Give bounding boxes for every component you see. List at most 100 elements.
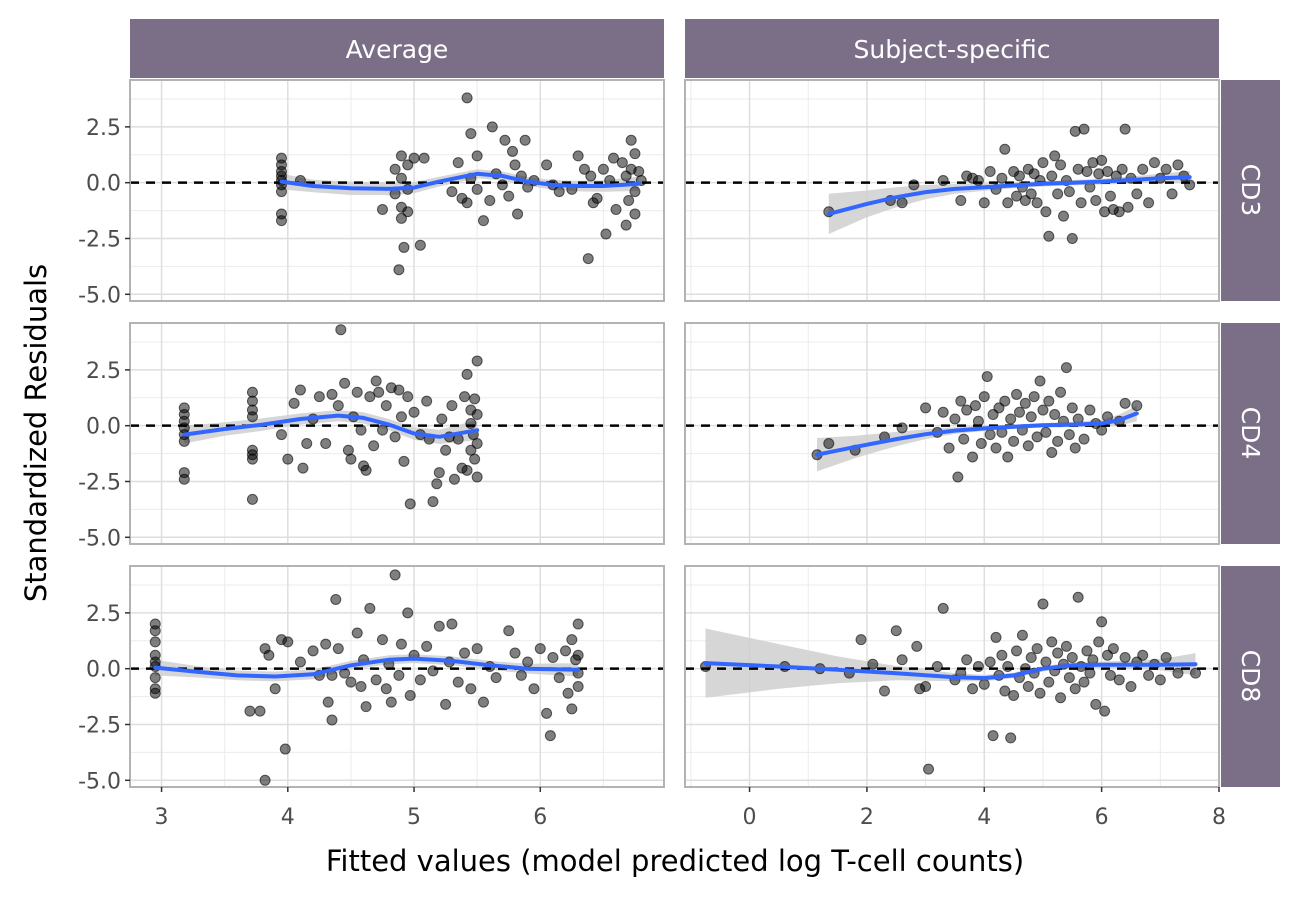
data-point [620, 219, 632, 231]
data-point [1002, 197, 1014, 209]
data-point [972, 660, 984, 672]
data-point [1160, 163, 1172, 175]
data-point [1037, 157, 1049, 169]
data-point [1060, 362, 1072, 374]
data-point [608, 152, 620, 164]
data-point [1172, 667, 1184, 679]
data-point [987, 730, 999, 742]
data-point [448, 473, 460, 485]
data-point [1104, 190, 1116, 202]
data-point [1025, 188, 1037, 200]
data-point [345, 676, 357, 688]
data-point [541, 707, 553, 719]
data-point [275, 186, 287, 198]
data-point [1005, 413, 1017, 425]
data-point [978, 391, 990, 403]
data-point [461, 464, 473, 476]
data-point [999, 685, 1011, 697]
data-point [380, 683, 392, 695]
data-point [633, 166, 645, 178]
y-tick-label: 2.5 [86, 116, 121, 141]
data-point [301, 438, 313, 450]
data-point [393, 669, 405, 681]
data-point [923, 763, 935, 775]
data-point [1040, 656, 1052, 668]
data-point [395, 212, 407, 224]
data-point [402, 391, 414, 403]
data-point [978, 678, 990, 690]
data-point [431, 478, 443, 490]
data-point [1166, 188, 1178, 200]
data-point [275, 429, 287, 441]
data-point [1046, 446, 1058, 458]
data-point [534, 643, 546, 655]
data-point [823, 438, 835, 450]
data-point [332, 643, 344, 655]
data-point [515, 669, 527, 681]
data-point [1043, 676, 1055, 688]
data-point [471, 409, 483, 421]
data-point [1069, 442, 1081, 454]
data-point [461, 197, 473, 209]
data-point [1116, 163, 1128, 175]
data-point [1081, 645, 1093, 657]
y-tick-label: -2.5 [78, 470, 121, 495]
data-point [339, 377, 351, 389]
data-point [566, 634, 578, 646]
strip-row-cd3 [1221, 80, 1280, 301]
data-point [1011, 388, 1023, 400]
data-point [975, 438, 987, 450]
data-point [1046, 636, 1058, 648]
data-point [616, 157, 628, 169]
data-point [1190, 667, 1202, 679]
data-point [395, 638, 407, 650]
strip-row-cd3-label: CD3 [1236, 164, 1265, 217]
data-point [389, 569, 401, 581]
data-point [572, 150, 584, 162]
data-point [1137, 649, 1149, 661]
data-point [1055, 386, 1067, 398]
data-point [1016, 629, 1028, 641]
data-point [440, 444, 452, 456]
data-point [404, 498, 416, 510]
data-point [496, 179, 508, 191]
panel-border [129, 322, 665, 545]
data-point [427, 496, 439, 508]
data-point [572, 681, 584, 693]
data-point [984, 656, 996, 668]
data-point [246, 411, 258, 423]
data-point [335, 324, 347, 336]
data-point [1066, 232, 1078, 244]
data-point [937, 602, 949, 614]
data-point [1063, 186, 1075, 198]
data-point [1104, 669, 1116, 681]
data-point [370, 674, 382, 686]
data-point [582, 253, 594, 265]
data-point [149, 672, 161, 684]
data-point [1143, 669, 1155, 681]
data-point [1052, 647, 1064, 659]
data-point [414, 674, 426, 686]
data-point [1063, 672, 1075, 684]
y-tick-label: -5.0 [78, 769, 121, 794]
strip-col-subject-specific [685, 19, 1219, 78]
data-point [1122, 201, 1134, 213]
data-point [1008, 689, 1020, 701]
data-point [981, 371, 993, 383]
data-point [395, 172, 407, 184]
panel-border [684, 322, 1220, 545]
data-point [1066, 652, 1078, 664]
data-point [380, 400, 392, 412]
data-point [446, 186, 458, 198]
y-axis-title: Standardized Residuals [19, 264, 53, 602]
data-point [178, 435, 190, 447]
panel-border [684, 565, 1220, 788]
data-point [1119, 397, 1131, 409]
data-point [1002, 660, 1014, 672]
data-point [1049, 409, 1061, 421]
data-point [465, 128, 477, 140]
data-point [1078, 123, 1090, 135]
data-point [1019, 397, 1031, 409]
data-point [984, 429, 996, 441]
